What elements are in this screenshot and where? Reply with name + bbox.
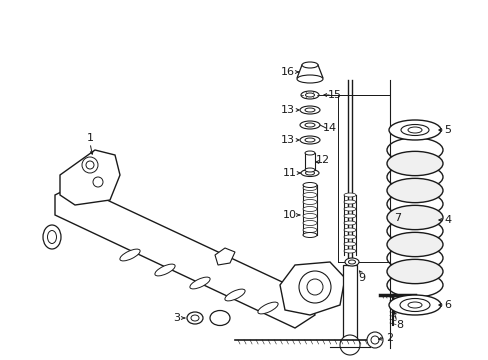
Ellipse shape: [303, 233, 316, 238]
Text: 15: 15: [327, 90, 341, 100]
Ellipse shape: [400, 125, 428, 135]
Ellipse shape: [303, 228, 316, 233]
Ellipse shape: [386, 219, 442, 243]
Ellipse shape: [257, 302, 278, 314]
Circle shape: [306, 279, 323, 295]
Ellipse shape: [305, 151, 314, 155]
Ellipse shape: [386, 232, 442, 257]
Text: 9: 9: [358, 273, 365, 283]
Ellipse shape: [303, 207, 316, 211]
Ellipse shape: [191, 315, 199, 321]
Polygon shape: [280, 262, 345, 315]
Ellipse shape: [224, 289, 244, 301]
Text: 1: 1: [86, 133, 93, 143]
Text: 11: 11: [283, 168, 296, 178]
Ellipse shape: [343, 207, 355, 211]
Ellipse shape: [386, 151, 442, 176]
Ellipse shape: [302, 62, 317, 68]
Polygon shape: [55, 185, 314, 328]
Text: 5: 5: [444, 125, 450, 135]
Ellipse shape: [343, 242, 355, 246]
Ellipse shape: [299, 121, 319, 129]
Ellipse shape: [303, 199, 316, 204]
Ellipse shape: [407, 127, 421, 133]
Ellipse shape: [388, 120, 440, 140]
Ellipse shape: [343, 228, 355, 232]
Ellipse shape: [386, 138, 442, 162]
Ellipse shape: [386, 192, 442, 216]
Ellipse shape: [343, 221, 355, 225]
Ellipse shape: [343, 193, 355, 197]
Ellipse shape: [296, 75, 323, 83]
Ellipse shape: [343, 249, 355, 253]
Ellipse shape: [47, 230, 57, 243]
Ellipse shape: [386, 165, 442, 189]
Text: 13: 13: [281, 135, 294, 145]
Ellipse shape: [305, 171, 314, 175]
Text: 12: 12: [315, 155, 329, 165]
Bar: [342, 265, 356, 345]
Ellipse shape: [386, 259, 442, 284]
Bar: [305, 153, 314, 170]
Ellipse shape: [155, 264, 175, 276]
Text: 14: 14: [322, 123, 336, 133]
Ellipse shape: [299, 106, 319, 114]
Circle shape: [366, 332, 382, 348]
Ellipse shape: [301, 91, 318, 99]
Circle shape: [298, 271, 330, 303]
Ellipse shape: [407, 302, 421, 308]
Circle shape: [82, 157, 98, 173]
Ellipse shape: [303, 193, 316, 198]
Ellipse shape: [189, 277, 210, 289]
Ellipse shape: [305, 93, 314, 97]
Ellipse shape: [345, 258, 358, 266]
Text: 3: 3: [173, 313, 180, 323]
Text: 6: 6: [444, 300, 450, 310]
Ellipse shape: [386, 178, 442, 203]
Circle shape: [93, 177, 103, 187]
Ellipse shape: [303, 185, 316, 190]
Ellipse shape: [305, 168, 314, 172]
Text: 2: 2: [386, 333, 393, 343]
Circle shape: [370, 336, 378, 344]
Ellipse shape: [303, 183, 316, 188]
Ellipse shape: [43, 225, 61, 249]
Ellipse shape: [305, 138, 314, 142]
Ellipse shape: [303, 220, 316, 225]
Ellipse shape: [343, 200, 355, 204]
Circle shape: [86, 161, 94, 169]
Ellipse shape: [348, 260, 355, 264]
Ellipse shape: [303, 213, 316, 219]
Ellipse shape: [301, 170, 318, 176]
Text: 4: 4: [444, 215, 450, 225]
Polygon shape: [215, 248, 235, 265]
Ellipse shape: [343, 235, 355, 239]
Ellipse shape: [186, 312, 203, 324]
Text: 7: 7: [394, 213, 401, 223]
Text: 8: 8: [396, 320, 403, 330]
Ellipse shape: [305, 108, 314, 112]
Ellipse shape: [386, 205, 442, 230]
Polygon shape: [296, 65, 323, 78]
Ellipse shape: [399, 298, 429, 311]
Ellipse shape: [386, 246, 442, 270]
Ellipse shape: [209, 310, 229, 325]
Circle shape: [339, 335, 359, 355]
Ellipse shape: [388, 295, 440, 315]
Ellipse shape: [120, 249, 140, 261]
Ellipse shape: [305, 123, 314, 127]
Text: 16: 16: [281, 67, 294, 77]
Text: 13: 13: [281, 105, 294, 115]
Text: 10: 10: [283, 210, 296, 220]
Ellipse shape: [343, 214, 355, 218]
Ellipse shape: [299, 136, 319, 144]
Polygon shape: [60, 150, 120, 205]
Ellipse shape: [386, 273, 442, 297]
